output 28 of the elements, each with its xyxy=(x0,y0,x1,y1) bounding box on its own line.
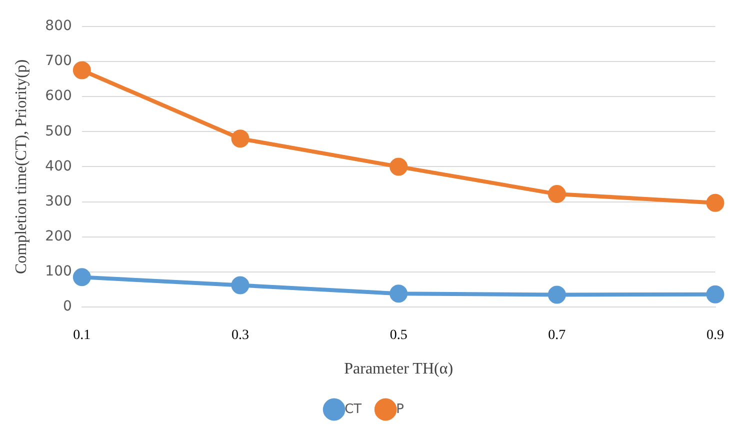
point xyxy=(706,194,724,212)
point xyxy=(231,276,250,294)
point xyxy=(72,268,91,286)
x-tick-label: 0.5 xyxy=(390,328,408,344)
x-axis-title: Parameter TH(α) xyxy=(344,360,454,378)
point xyxy=(548,286,566,304)
y-tick-label: 700 xyxy=(45,53,72,70)
x-tick-label: 0.1 xyxy=(73,328,91,344)
y-tick-label: 600 xyxy=(45,88,72,104)
x-tick-label: 0.9 xyxy=(706,328,724,344)
point xyxy=(706,285,724,304)
point xyxy=(231,130,250,148)
legend-label: P xyxy=(396,402,404,417)
point xyxy=(548,185,566,204)
y-tick-label: 500 xyxy=(45,123,72,140)
y-axis-title: Completion time(CT), Priority(p) xyxy=(12,59,30,274)
y-tick-label: 800 xyxy=(45,18,72,34)
y-tick-label: 100 xyxy=(45,264,72,280)
y-tick-label: 200 xyxy=(45,228,72,244)
y-tick-label: 300 xyxy=(45,193,72,210)
y-tick-label: 400 xyxy=(45,158,72,174)
y-tick-label: 0 xyxy=(63,298,72,315)
point xyxy=(72,61,91,80)
x-tick-label: 0.7 xyxy=(548,328,566,344)
point xyxy=(390,284,408,303)
legend-label: CT xyxy=(344,402,362,417)
point xyxy=(390,158,408,176)
x-tick-label: 0.3 xyxy=(232,328,250,344)
